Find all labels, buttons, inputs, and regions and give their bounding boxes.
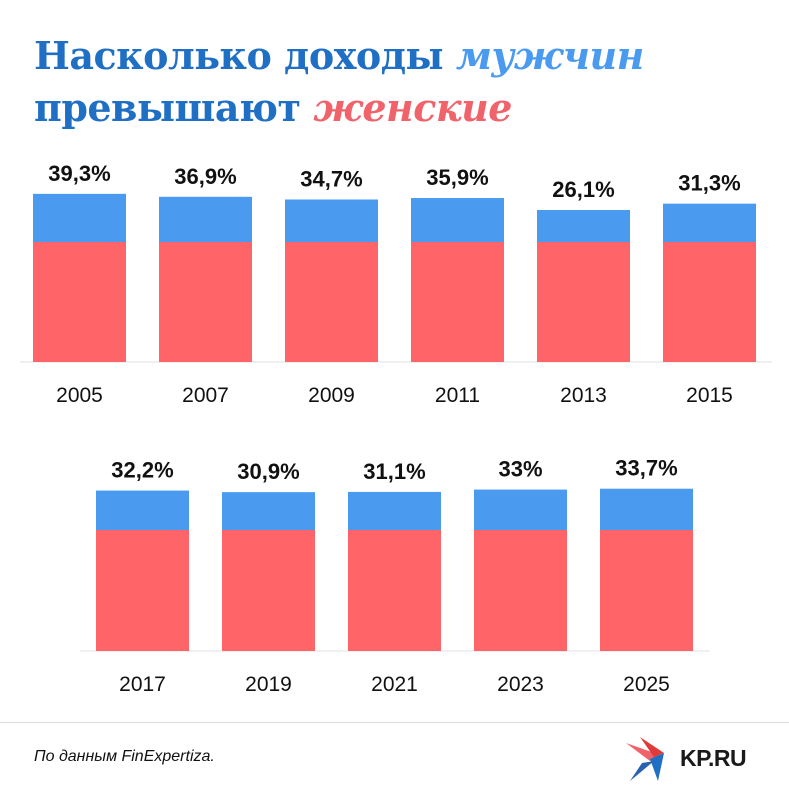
year-label-2009: 2009 (308, 384, 355, 407)
bar-base-2011 (411, 242, 504, 362)
title-line-2: превышают женские (34, 82, 644, 134)
data-label-2023: 33% (498, 457, 542, 482)
bar-gap-2005 (33, 193, 126, 242)
bar-gap-2015 (663, 203, 756, 242)
bar-base-2009 (285, 242, 378, 362)
year-label-2011: 2011 (435, 384, 480, 407)
bar-gap-2007 (159, 196, 252, 242)
bar-gap-2019 (222, 492, 315, 530)
bar-gap-2009 (285, 199, 378, 242)
bar-base-2007 (159, 242, 252, 362)
source-note: По данным FinExpertiza. (34, 748, 215, 765)
bar-base-2021 (348, 530, 441, 651)
data-label-2005: 39,3% (48, 161, 110, 186)
year-label-2015: 2015 (686, 384, 733, 407)
bar-gap-2017 (96, 490, 189, 530)
bar-gap-2025 (600, 488, 693, 530)
data-label-2021: 31,1% (363, 459, 425, 484)
bar-base-2015 (663, 242, 756, 362)
data-label-2017: 32,2% (111, 458, 173, 483)
data-label-2015: 31,3% (678, 171, 740, 196)
bar-base-2025 (600, 530, 693, 651)
title-part-2: превышают (34, 85, 301, 130)
chart-title: Насколько доходы мужчин превышают женски… (34, 30, 644, 134)
bar-gap-2023 (474, 489, 567, 530)
title-men: мужчин (455, 33, 644, 78)
bar-base-2017 (96, 530, 189, 651)
bar-base-2019 (222, 530, 315, 651)
kp-bird-logo-icon (626, 737, 664, 781)
year-label-2013: 2013 (560, 384, 607, 407)
title-line-1: Насколько доходы мужчин (34, 30, 644, 82)
data-label-2019: 30,9% (237, 459, 299, 484)
year-label-2021: 2021 (371, 673, 418, 696)
kp-logo-text: KP.RU (680, 745, 747, 771)
year-label-2007: 2007 (182, 384, 229, 407)
bar-gap-2021 (348, 491, 441, 530)
year-label-2019: 2019 (245, 673, 292, 696)
footer-divider (0, 722, 789, 723)
year-label-2017: 2017 (119, 673, 166, 696)
bar-base-2013 (537, 242, 630, 362)
year-label-2023: 2023 (497, 673, 544, 696)
bar-rows: 39,3% 2005 36,9% 2007 34,7% 2009 35,9% 2011 26,1… (33, 161, 756, 696)
data-label-2013: 26,1% (552, 177, 614, 202)
title-part-1: Насколько доходы (34, 33, 444, 78)
year-label-2005: 2005 (56, 384, 103, 407)
year-label-2025: 2025 (623, 673, 670, 696)
bar-base-2005 (33, 242, 126, 362)
bar-gap-2013 (537, 210, 630, 242)
data-label-2007: 36,9% (174, 164, 236, 189)
bar-gap-2011 (411, 198, 504, 242)
bar-base-2023 (474, 530, 567, 651)
bar-charts: 39,3% 2005 36,9% 2007 34,7% 2009 35,9% 2011 26,1… (20, 161, 772, 696)
data-label-2011: 35,9% (426, 165, 488, 190)
data-label-2025: 33,7% (615, 456, 677, 481)
data-label-2009: 34,7% (300, 166, 362, 191)
title-women: женские (313, 85, 512, 130)
